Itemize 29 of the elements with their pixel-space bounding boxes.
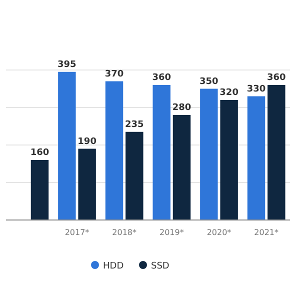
x-tick-label: 2020* (206, 228, 232, 237)
legend-label: SSD (151, 262, 170, 272)
bar (30, 160, 49, 220)
data-label: 350 (200, 76, 218, 87)
bar (126, 132, 144, 220)
bar (105, 81, 124, 220)
bar (200, 88, 218, 220)
data-label: 160 (30, 148, 50, 158)
data-label: 235 (125, 120, 144, 130)
data-label: 360 (152, 73, 171, 83)
data-label: 330 (246, 84, 266, 94)
bar (220, 100, 238, 220)
data-label: 370 (104, 69, 124, 80)
bar (78, 148, 96, 220)
x-tick-label: 2018* (112, 228, 137, 237)
bar (247, 96, 266, 220)
legend-label: HDD (103, 262, 124, 272)
bar (152, 85, 170, 220)
x-tick-label: 2019* (159, 228, 184, 237)
x-tick-label: 2021* (254, 228, 279, 237)
bar (58, 72, 76, 220)
data-label: 280 (172, 103, 192, 113)
bar (172, 115, 191, 220)
data-label: 360 (267, 73, 286, 83)
data-label: 395 (58, 60, 76, 70)
data-label: 320 (220, 88, 238, 98)
bar (268, 85, 286, 220)
data-label: 190 (78, 136, 96, 147)
x-tick-label: 2017* (64, 228, 90, 237)
